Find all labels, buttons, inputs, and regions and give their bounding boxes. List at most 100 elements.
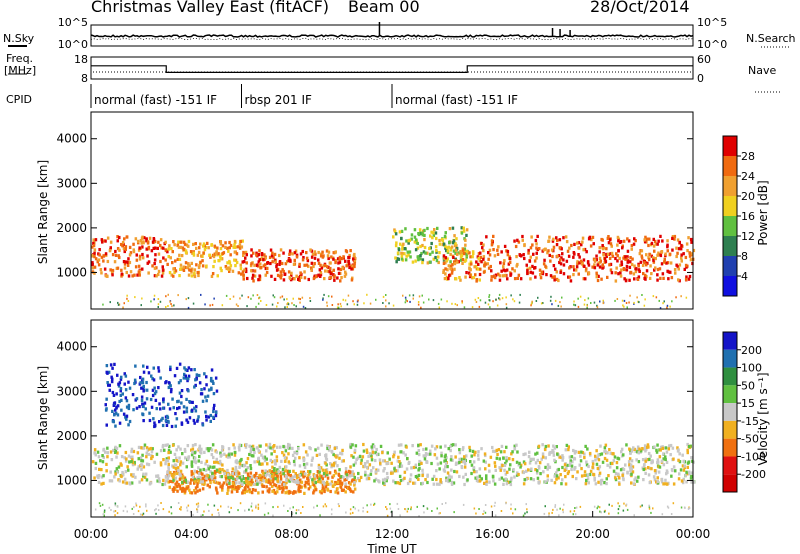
heatmap-cell	[291, 479, 294, 482]
heatmap-cell	[523, 482, 526, 485]
heatmap-cell	[661, 239, 664, 242]
heatmap-cell	[181, 476, 184, 479]
heatmap-cell	[227, 250, 230, 253]
heatmap-cell	[188, 240, 191, 243]
heatmap-cell	[393, 467, 396, 470]
heatmap-cell	[127, 264, 129, 267]
heatmap-cell	[363, 450, 366, 453]
heatmap-cell	[494, 465, 497, 468]
heatmap-cell	[322, 469, 325, 472]
heatmap-cell	[444, 445, 447, 448]
heatmap-cell	[216, 247, 219, 250]
heatmap-cell	[617, 457, 620, 460]
heatmap-cell	[166, 471, 169, 474]
heatmap-cell	[221, 468, 224, 471]
heatmap-cell	[489, 253, 492, 256]
heatmap-cell	[205, 418, 208, 421]
heatmap-cell	[115, 504, 117, 506]
heatmap-cell	[559, 508, 561, 510]
freq-panel: 18 8 60 0	[74, 53, 711, 85]
heatmap-cell	[466, 228, 469, 231]
heatmap-cell	[534, 259, 537, 262]
heatmap-cell	[318, 470, 321, 473]
heatmap-cell	[126, 271, 129, 274]
heatmap-cell	[506, 303, 508, 305]
heatmap-cell	[503, 262, 506, 265]
heatmap-cell	[178, 502, 180, 504]
heatmap-cell	[613, 459, 616, 462]
heatmap-cell	[113, 475, 116, 478]
heatmap-cell	[514, 300, 516, 302]
heatmap-cell	[450, 469, 453, 472]
heatmap-cell	[390, 508, 392, 510]
heatmap-cell	[582, 248, 585, 251]
heatmap-cell	[526, 511, 528, 513]
heatmap-cell	[436, 483, 439, 486]
heatmap-cell	[530, 246, 533, 249]
heatmap-cell	[372, 466, 375, 469]
heatmap-cell	[263, 485, 266, 488]
heatmap-cell	[574, 507, 576, 509]
heatmap-cell	[193, 419, 196, 422]
heatmap-cell	[597, 453, 600, 456]
heatmap-cell	[184, 448, 187, 451]
heatmap-cell	[613, 470, 616, 473]
heatmap-cell	[666, 307, 668, 309]
heatmap-cell	[248, 509, 250, 511]
heatmap-cell	[414, 236, 417, 239]
heatmap-cell	[313, 262, 316, 265]
heatmap-cell	[273, 444, 276, 447]
heatmap-cell	[279, 261, 282, 264]
heatmap-cell	[483, 510, 485, 512]
heatmap-cell	[192, 243, 195, 246]
heatmap-cell	[114, 250, 117, 253]
heatmap-cell	[232, 467, 235, 470]
heatmap-cell	[547, 249, 550, 252]
heatmap-cell	[294, 463, 297, 466]
heatmap-cell	[197, 254, 200, 257]
heatmap-cell	[648, 505, 650, 507]
heatmap-cell	[498, 297, 500, 299]
heatmap-cell	[264, 263, 267, 266]
heatmap-cell	[574, 457, 577, 460]
heatmap-cell	[172, 275, 175, 278]
heatmap-cell	[257, 294, 259, 296]
heatmap-cell	[500, 250, 503, 253]
heatmap-cell	[338, 307, 340, 309]
heatmap-cell	[95, 462, 98, 465]
heatmap-cell	[234, 264, 237, 267]
heatmap-cell	[239, 297, 241, 299]
heatmap-cell	[235, 481, 238, 484]
heatmap-cell	[186, 407, 189, 410]
power-panel: 1000200030004000 Slant Range [km]	[36, 112, 695, 309]
heatmap-cell	[447, 471, 450, 474]
heatmap-cell	[290, 272, 293, 275]
heatmap-cell	[631, 467, 634, 470]
heatmap-cell	[338, 468, 341, 471]
heatmap-cell	[551, 249, 554, 252]
heatmap-cell	[246, 261, 249, 264]
heatmap-cell	[556, 255, 559, 258]
heatmap-cell	[506, 471, 509, 474]
heatmap-cell	[158, 270, 161, 273]
heatmap-cell	[277, 470, 280, 473]
heatmap-cell	[630, 473, 633, 476]
heatmap-cell	[441, 238, 444, 241]
heatmap-cell	[199, 381, 202, 384]
heatmap-cell	[137, 240, 140, 243]
heatmap-cell	[203, 468, 206, 471]
heatmap-cell	[217, 509, 219, 511]
heatmap-cell	[598, 250, 601, 253]
heatmap-cell	[363, 507, 365, 509]
heatmap-cell	[177, 400, 180, 403]
heatmap-cell	[104, 240, 107, 243]
heatmap-cell	[678, 267, 681, 270]
heatmap-cell	[461, 300, 463, 302]
heatmap-cell	[345, 512, 347, 514]
heatmap-cell	[111, 458, 114, 461]
heatmap-cell	[158, 477, 161, 480]
heatmap-cell	[594, 458, 597, 461]
heatmap-cell	[172, 479, 175, 482]
heatmap-cell	[431, 445, 434, 448]
heatmap-cell	[462, 258, 465, 261]
